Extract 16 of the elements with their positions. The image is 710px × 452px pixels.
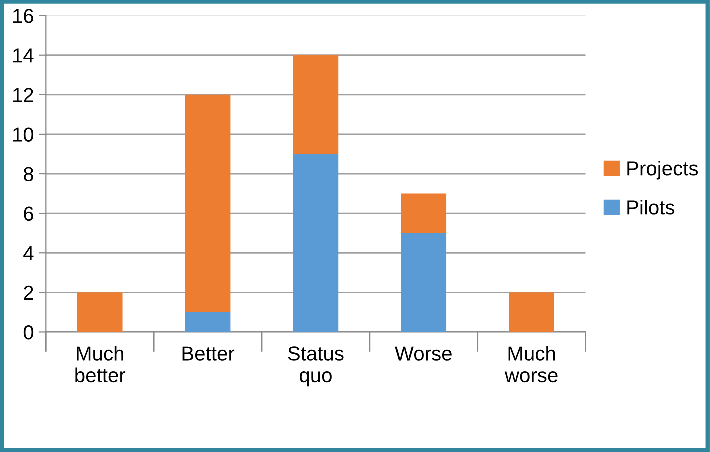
- y-tick-label: 2: [24, 286, 34, 300]
- y-tick-label: 4: [24, 246, 34, 260]
- legend-label: Projects: [628, 160, 698, 180]
- x-tick-label: Much worse: [504, 346, 558, 383]
- y-tick-label: 8: [24, 167, 34, 182]
- x-tick-label: Better: [182, 346, 235, 361]
- x-tick-label: Status quo: [288, 346, 344, 387]
- x-tick-label: Much better: [76, 346, 126, 383]
- y-tick-label: 0: [24, 325, 34, 340]
- y-tick-label: 6: [24, 206, 34, 222]
- y-tick-label: 12: [13, 88, 34, 102]
- y-tick-label: 10: [13, 128, 34, 142]
- x-tick-label: Worse: [395, 346, 452, 361]
- y-tick-label: 16: [13, 9, 34, 24]
- y-tick-label: 14: [13, 48, 34, 63]
- legend-label: Pilots: [628, 200, 675, 215]
